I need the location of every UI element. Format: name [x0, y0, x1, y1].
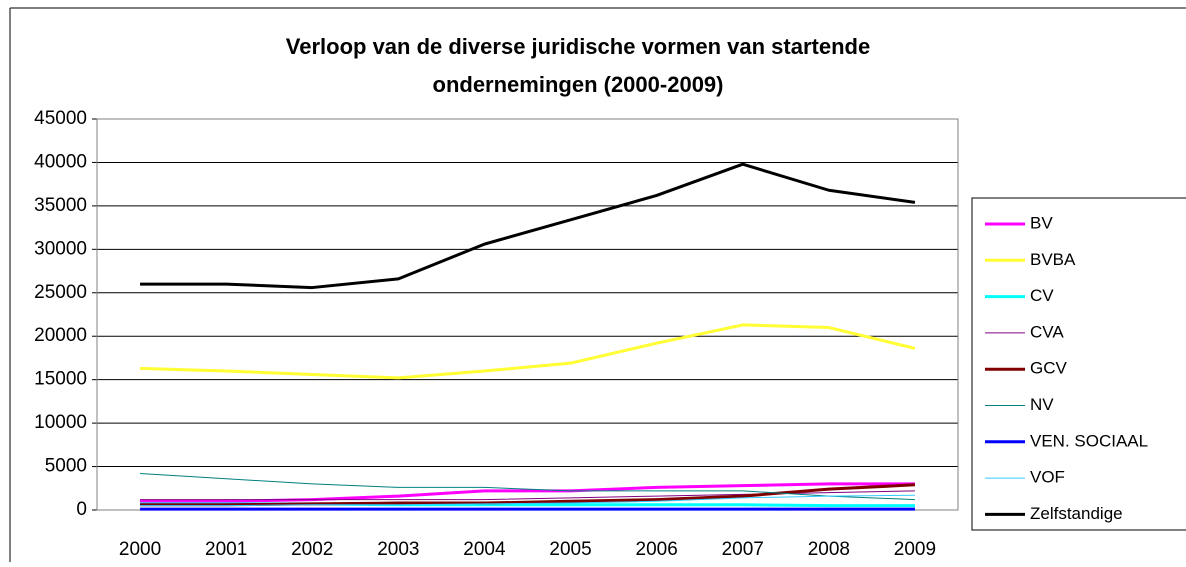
x-tick-label: 2004: [463, 539, 506, 560]
y-tick-label: 15000: [34, 369, 87, 390]
y-tick-label: 5000: [45, 456, 87, 477]
x-tick-label: 2007: [722, 539, 764, 560]
x-tick-label: 2006: [636, 539, 678, 560]
series-line: [140, 482, 915, 503]
x-tick-label: 2005: [549, 539, 591, 560]
y-tick-label: 20000: [34, 325, 87, 346]
legend-label: BVBA: [1030, 250, 1076, 269]
x-tick-label: 2009: [894, 539, 936, 560]
x-tick-label: 2003: [377, 539, 419, 560]
legend-label: CV: [1030, 286, 1054, 305]
series-line: [140, 473, 915, 501]
legend-label: VOF: [1030, 468, 1065, 487]
legend-label: Zelfstandige: [1030, 504, 1123, 523]
series-line: [140, 323, 916, 380]
chart-title: ondernemingen (2000-2009): [433, 72, 724, 97]
x-tick-label: 2008: [808, 539, 850, 560]
y-tick-label: 30000: [34, 238, 87, 259]
y-tick-label: 10000: [34, 412, 87, 433]
x-tick-label: 2000: [119, 539, 161, 560]
y-tick-label: 45000: [34, 108, 87, 129]
y-tick-label: 35000: [34, 195, 87, 216]
x-tick-label: 2001: [205, 539, 247, 560]
y-tick-label: 25000: [34, 282, 87, 303]
series-line: [140, 483, 916, 507]
legend-label: BV: [1030, 213, 1053, 232]
chart-title: Verloop van de diverse juridische vormen…: [286, 34, 870, 59]
y-tick-label: 40000: [34, 151, 87, 172]
legend-label: CVA: [1030, 322, 1064, 341]
legend-box: [971, 197, 1186, 531]
legend-label: VEN. SOCIAAL: [1030, 431, 1148, 450]
x-tick-label: 2002: [291, 539, 333, 560]
y-tick-label: 0: [76, 499, 87, 520]
series-line: [140, 162, 916, 290]
legend-label: GCV: [1030, 359, 1068, 378]
legend-label: NV: [1030, 395, 1054, 414]
series-line: [140, 494, 915, 507]
